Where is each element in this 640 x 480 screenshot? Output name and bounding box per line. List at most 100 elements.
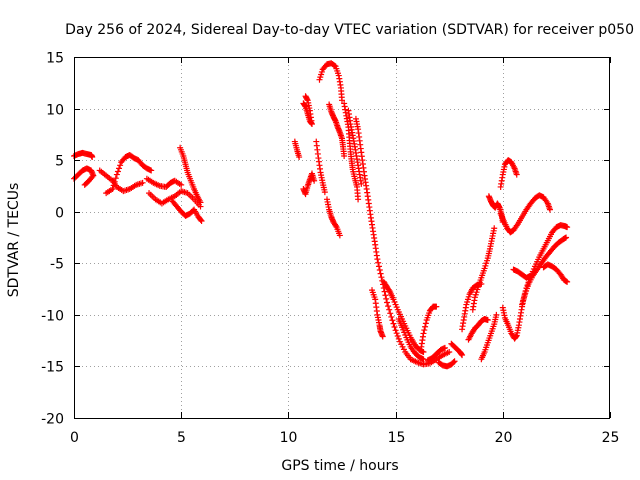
series-arc-b [71, 165, 97, 188]
data-point [358, 180, 365, 187]
data-point [197, 199, 204, 206]
data-point [109, 186, 116, 193]
series-arc-l [316, 60, 345, 104]
data-point [564, 278, 571, 285]
x-tick-label: 25 [602, 430, 620, 446]
data-point [389, 317, 396, 324]
data-point [375, 259, 382, 266]
data-point [563, 234, 570, 241]
data-point [433, 303, 440, 310]
series-arc-s [369, 287, 386, 340]
data-point [519, 298, 526, 305]
data-point [336, 232, 343, 239]
series-arc-n [323, 196, 343, 239]
data-point [377, 270, 384, 277]
data-point [392, 327, 399, 334]
series-arc-g [169, 198, 205, 224]
data-point [113, 171, 120, 178]
data-point [420, 356, 427, 363]
data-point [385, 303, 392, 310]
data-point [388, 313, 395, 320]
series-arc-i [291, 138, 303, 161]
series-arc-f [146, 188, 204, 210]
data-point [521, 293, 528, 300]
series-arc-q [341, 100, 362, 203]
data-point [378, 274, 385, 281]
data-point [331, 62, 338, 69]
series-arc-af [497, 192, 553, 236]
data-point [420, 348, 427, 355]
x-tick-label: 0 [70, 430, 79, 446]
data-point [441, 344, 448, 351]
data-point [197, 216, 204, 223]
data-point [421, 327, 428, 334]
chart-title: Day 256 of 2024, Sidereal Day-to-day VTE… [65, 22, 634, 38]
series-arc-m [313, 138, 328, 196]
data-point [420, 330, 427, 337]
data-point [390, 320, 397, 327]
series-arc-h [177, 144, 204, 206]
data-point [311, 177, 318, 184]
data-point [341, 153, 348, 160]
series-arc-ab [465, 315, 491, 343]
series-arc-aj [540, 261, 571, 285]
data-point [339, 97, 345, 104]
data-point [391, 323, 398, 330]
data-point [382, 292, 389, 299]
data-point [446, 348, 453, 355]
data-point [384, 299, 391, 306]
x-tick-label: 20 [495, 430, 513, 446]
data-point [513, 171, 520, 178]
series-arc-k [300, 93, 315, 128]
data-point [302, 93, 309, 100]
data-point [383, 295, 390, 302]
data-point [564, 224, 571, 231]
data-point [355, 196, 362, 203]
data-point [519, 301, 526, 308]
gridlines [74, 57, 610, 418]
y-tick-label: -15 [41, 360, 64, 376]
y-tick-label: -5 [50, 257, 64, 273]
plot-frame [74, 57, 610, 419]
axis-ticks [74, 57, 611, 419]
data-point [451, 358, 458, 365]
data-point [375, 263, 382, 270]
series-arc-y [448, 340, 466, 359]
x-axis-label: GPS time / hours [281, 458, 398, 474]
data-point [374, 256, 381, 263]
data-point [546, 206, 553, 213]
series-arc-j [300, 170, 318, 198]
data-point [484, 317, 491, 324]
series-arc-x [435, 358, 458, 370]
y-axis-label: SDTVAR / TECUs [6, 183, 22, 298]
x-tick-labels: 0 5 10 15 20 25 [70, 430, 619, 446]
data-point [422, 320, 429, 327]
data-point [459, 352, 466, 359]
data-point [139, 179, 146, 186]
x-tick-label: 15 [388, 430, 406, 446]
data-point [379, 333, 386, 340]
data-point [112, 175, 119, 182]
series-arc-a [71, 149, 96, 161]
data-point [422, 323, 429, 330]
data-point [332, 222, 339, 229]
y-tick-label: 5 [55, 154, 64, 170]
data-point [296, 154, 303, 161]
data-point [110, 182, 117, 189]
y-tick-label: 0 [55, 206, 64, 222]
series-arc-o [326, 101, 348, 160]
data-point [393, 330, 400, 337]
data-point [114, 168, 121, 175]
data-point [493, 311, 500, 318]
data-point [387, 310, 394, 317]
data-point [117, 162, 124, 169]
data-points [71, 60, 571, 370]
data-point [198, 217, 205, 224]
series-arc-w [418, 303, 440, 350]
series-arc-u [395, 315, 427, 363]
x-tick-label: 10 [280, 430, 298, 446]
data-point [376, 266, 383, 273]
data-point [321, 189, 328, 196]
y-tick-label: 10 [46, 103, 64, 119]
series-arc-v [424, 344, 448, 364]
